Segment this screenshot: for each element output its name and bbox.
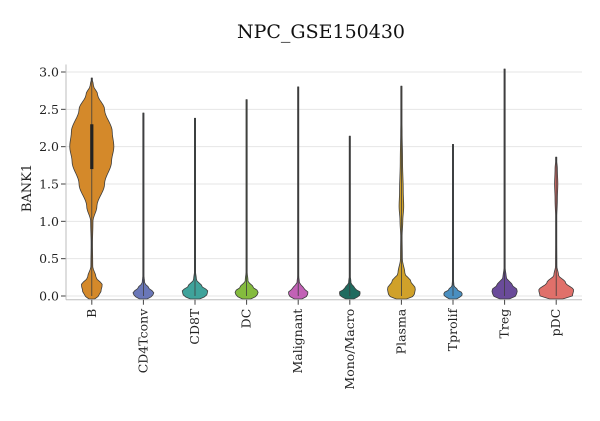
x-axis: B CD4Tconv CD8T DC Malignant Mono/Macro Plasma… — [66, 299, 582, 390]
x-tick-label: Tprolif — [445, 307, 460, 351]
x-tick-label: CD8T — [187, 308, 202, 345]
violin-cd8t — [181, 117, 209, 300]
x-tick-label: CD4Tconv — [135, 308, 150, 373]
y-tick-label: 2.0 — [39, 139, 59, 154]
y-tick-label: 1.0 — [39, 214, 59, 229]
chart-title: NPC_GSE150430 — [237, 21, 405, 43]
violin-dc — [234, 99, 259, 300]
violin-treg — [491, 68, 518, 300]
y-tick-label: 0.5 — [39, 251, 59, 266]
grid-lines — [66, 71, 582, 297]
y-axis: 0.0 0.5 1.0 1.5 2.0 2.5 3.0 — [39, 65, 67, 304]
y-tick-label: 3.0 — [39, 65, 59, 80]
x-tick-label: pDC — [548, 309, 563, 337]
violin-b — [69, 77, 115, 300]
violin-plot-area — [69, 68, 574, 300]
x-tick-label: Mono/Macro — [342, 309, 357, 390]
violin-tprolif — [443, 144, 463, 300]
y-tick-label: 2.5 — [39, 102, 59, 117]
violin-cd4tconv — [132, 112, 155, 300]
x-tick-label: DC — [239, 309, 254, 329]
y-axis-label: BANK1 — [20, 164, 35, 212]
violin-box-b — [90, 124, 94, 170]
x-tick-label: B — [84, 309, 99, 318]
violin-mono-macro — [339, 135, 361, 300]
x-tick-label: Plasma — [393, 308, 408, 354]
x-tick-label: Malignant — [290, 309, 305, 374]
violin-malignant — [288, 86, 309, 300]
y-tick-label: 1.5 — [39, 177, 59, 192]
violin-plasma — [387, 85, 416, 300]
violin-pdc — [538, 156, 574, 300]
y-tick-label: 0.0 — [39, 289, 59, 304]
x-tick-label: Treg — [497, 309, 512, 339]
